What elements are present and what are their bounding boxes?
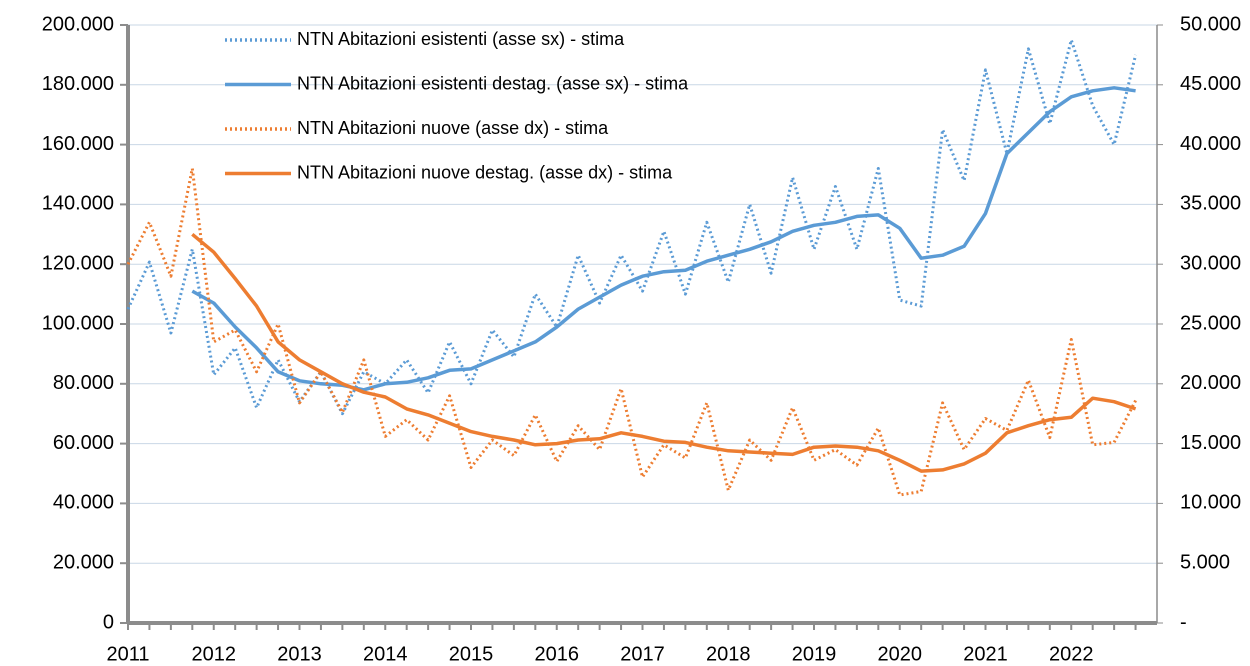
y-tick-label: 200.000 [42, 13, 114, 35]
y2-tick-label: 50.000 [1180, 13, 1241, 35]
x-tick-label: 2016 [535, 643, 580, 665]
x-tick-label: 2017 [620, 643, 665, 665]
y-tick-label: 160.000 [42, 133, 114, 155]
y2-tick-label: 15.000 [1180, 432, 1241, 454]
y-tick-label: 100.000 [42, 312, 114, 334]
y2-tick-label: - [1180, 611, 1187, 633]
y2-tick-label: 40.000 [1180, 133, 1241, 155]
y2-tick-label: 20.000 [1180, 372, 1241, 394]
y2-tick-label: 10.000 [1180, 492, 1241, 514]
y-tick-label: 0 [103, 611, 114, 633]
legend-label: NTN Abitazioni nuove destag. (asse dx) -… [297, 162, 673, 182]
y-tick-label: 180.000 [42, 73, 114, 95]
y-tick-label: 80.000 [53, 372, 114, 394]
legend-label: NTN Abitazioni nuove (asse dx) - stima [297, 118, 609, 138]
series-line [191, 232, 1137, 473]
series-line [126, 38, 1138, 416]
y-tick-label: 20.000 [53, 551, 114, 573]
legend-label: NTN Abitazioni esistenti destag. (asse s… [297, 73, 689, 93]
x-tick-label: 2011 [106, 643, 149, 665]
x-tick-label: 2021 [963, 643, 1008, 665]
y2-tick-label: 35.000 [1180, 193, 1241, 215]
y2-tick-label: 5.000 [1180, 551, 1230, 573]
y2-tick-label: 45.000 [1180, 73, 1241, 95]
series-line [126, 167, 1137, 497]
y2-tick-label: 25.000 [1180, 312, 1241, 334]
y-tick-label: 120.000 [42, 252, 114, 274]
y-tick-label: 60.000 [53, 432, 114, 454]
x-tick-label: 2019 [792, 643, 837, 665]
x-tick-label: 2015 [449, 643, 494, 665]
y2-tick-label: 30.000 [1180, 252, 1241, 274]
y-tick-label: 140.000 [42, 193, 114, 215]
x-tick-label: 2012 [192, 643, 237, 665]
y-tick-label: 40.000 [53, 492, 114, 514]
x-tick-label: 2018 [706, 643, 751, 665]
x-tick-label: 2014 [363, 643, 408, 665]
x-tick-label: 2020 [878, 643, 923, 665]
x-tick-label: 2013 [277, 643, 322, 665]
legend-label: NTN Abitazioni esistenti (asse sx) - sti… [297, 29, 625, 49]
x-tick-label: 2022 [1049, 643, 1094, 665]
